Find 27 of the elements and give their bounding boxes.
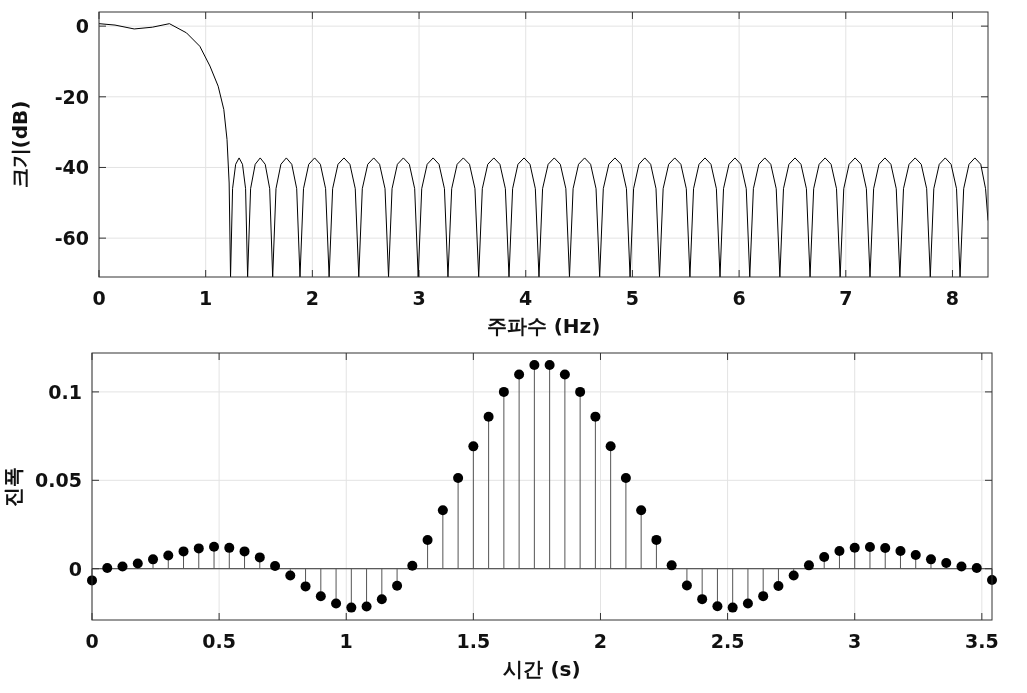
x-tick-label: 2 bbox=[305, 287, 319, 309]
x-tick-label: 1 bbox=[199, 287, 213, 309]
x-tick-label: 1.5 bbox=[456, 630, 491, 652]
x-tick-label: 3 bbox=[412, 287, 426, 309]
y-axis-title: 크기(dB) bbox=[8, 100, 32, 189]
y-tick-label: -40 bbox=[54, 156, 89, 179]
x-tick-label: 1 bbox=[339, 630, 353, 652]
x-tick-label: 8 bbox=[945, 287, 960, 309]
x-tick-label: 3 bbox=[848, 630, 862, 652]
x-axis-title: 주파수 (Hz) bbox=[486, 314, 601, 338]
x-tick-label: 7 bbox=[839, 287, 853, 309]
y-tick-label: 0.1 bbox=[48, 380, 82, 403]
x-tick-label: 2 bbox=[593, 630, 608, 652]
x-tick-label: 0.5 bbox=[202, 630, 236, 652]
y-tick-label: -60 bbox=[54, 227, 89, 250]
y-tick-label: 0 bbox=[75, 15, 89, 38]
x-tick-label: 4 bbox=[519, 287, 533, 309]
y-axis-title: 진폭 bbox=[1, 466, 25, 507]
y-tick-label: 0 bbox=[68, 557, 82, 580]
x-tick-label: 6 bbox=[732, 287, 746, 309]
y-tick-label: 0.05 bbox=[35, 469, 82, 492]
x-tick-label: 0 bbox=[92, 287, 106, 309]
y-tick-label: -20 bbox=[54, 85, 89, 108]
x-tick-label: 3.5 bbox=[964, 630, 999, 652]
x-axis-title: 시간 (s) bbox=[503, 657, 581, 681]
x-tick-label: 2.5 bbox=[710, 630, 745, 652]
x-tick-label: 5 bbox=[625, 287, 640, 309]
